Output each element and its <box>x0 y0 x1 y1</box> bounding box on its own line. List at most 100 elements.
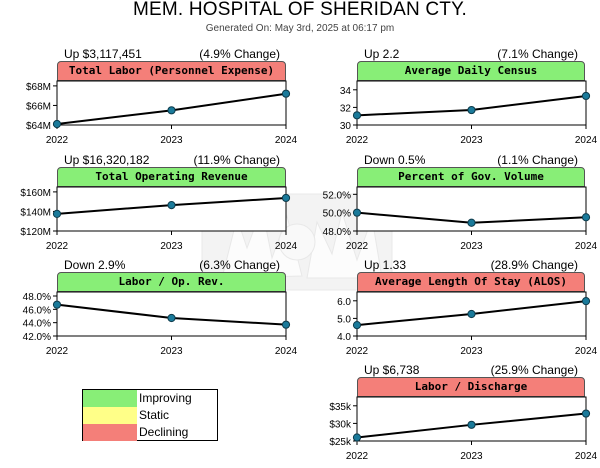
y-tick-label: 34 <box>340 86 352 97</box>
chart-title-banner: Labor / Op. Rev. <box>57 272 286 292</box>
average-daily-census-plot: 30 32 34 2022 2023 2024 <box>340 80 598 146</box>
percent-gov-volume-plot: 48.0% 50.0% 52.0% 2022 2023 2024 <box>323 186 598 252</box>
average-length-of-stay-chart: Up 1.33 (28.9% Change) Average Length Of… <box>300 258 600 363</box>
x-tick-label: 2022 <box>346 346 369 357</box>
y-tick-label: 42.0% <box>23 332 51 343</box>
data-point <box>352 111 362 120</box>
data-point <box>467 105 476 115</box>
y-tick-label: $68M <box>26 82 51 93</box>
chart-summary: Up $16,320,182 <box>64 153 150 167</box>
data-point <box>581 213 591 222</box>
y-tick-label: 48.0% <box>323 227 351 238</box>
total-operating-revenue-chart: Up $16,320,182 (11.9% Change) Total Oper… <box>0 153 300 258</box>
chart-title-banner: Average Length Of Stay (ALOS) <box>357 272 585 292</box>
chart-change: (6.3% Change) <box>199 258 280 272</box>
labor-discharge-plot: $25k $30k $35k 2022 2023 2024 <box>329 396 598 462</box>
x-tick-label: 2024 <box>275 135 298 146</box>
y-tick-label: 44.0% <box>23 319 51 330</box>
percent-gov-volume-chart: Down 0.5% (1.1% Change) Percent of Gov. … <box>300 153 600 258</box>
y-tick-label: $160M <box>20 188 51 199</box>
y-tick-label: 48.0% <box>23 292 51 303</box>
data-point <box>581 91 591 101</box>
y-tick-label: $140M <box>20 207 51 218</box>
data-point <box>52 300 62 309</box>
data-point <box>52 119 62 129</box>
chart-summary: Down 0.5% <box>364 153 426 167</box>
y-tick-label: 46.0% <box>23 305 51 316</box>
legend-swatch <box>83 390 137 407</box>
data-point <box>167 313 176 323</box>
x-tick-label: 2024 <box>275 346 298 357</box>
x-tick-label: 2022 <box>346 135 369 146</box>
legend-item-improving: Improving <box>83 390 217 407</box>
data-point <box>467 218 476 227</box>
status-legend: Improving Static Declining <box>82 389 218 441</box>
chart-change: (4.9% Change) <box>199 47 280 61</box>
x-tick-label: 2022 <box>346 241 369 252</box>
x-tick-label: 2023 <box>460 135 483 146</box>
data-point <box>467 420 476 429</box>
x-tick-label: 2023 <box>160 241 183 252</box>
legend-item-declining: Declining <box>83 424 217 441</box>
chart-title-banner: Total Labor (Personnel Expense) <box>57 61 286 81</box>
data-point <box>52 209 62 218</box>
data-point <box>581 297 591 306</box>
x-tick-label: 2024 <box>575 451 598 462</box>
legend-item-static: Static <box>83 407 217 424</box>
chart-summary: Down 2.9% <box>64 258 126 272</box>
y-tick-label: 5.0 <box>337 314 351 325</box>
legend-label: Static <box>139 408 170 422</box>
x-tick-label: 2024 <box>575 241 598 252</box>
chart-change: (25.9% Change) <box>490 363 578 377</box>
page-title: MEM. HOSPITAL OF SHERIDAN CTY. <box>133 0 467 20</box>
y-tick-label: 4.0 <box>337 332 351 343</box>
labor-op-rev-plot: 42.0% 44.0% 46.0% 48.0% 2022 2023 2024 <box>23 291 298 357</box>
x-tick-label: 2023 <box>460 346 483 357</box>
data-point <box>467 309 476 319</box>
data-point <box>167 200 176 210</box>
average-length-of-stay-plot: 4.0 5.0 6.0 2022 2023 2024 <box>337 291 598 357</box>
generated-timestamp: Generated On: May 3rd, 2025 at 06:17 pm <box>205 23 395 34</box>
labor-op-rev-chart: Down 2.9% (6.3% Change) Labor / Op. Rev.… <box>0 258 300 363</box>
x-tick-label: 2022 <box>46 135 69 146</box>
data-point <box>352 320 362 330</box>
x-tick-label: 2023 <box>160 346 183 357</box>
data-point <box>352 433 362 442</box>
y-tick-label: 6.0 <box>337 297 351 308</box>
data-point <box>581 409 591 418</box>
y-tick-label: 52.0% <box>323 190 351 201</box>
chart-summary: Up $3,117,451 <box>64 47 142 61</box>
x-tick-label: 2024 <box>575 135 598 146</box>
chart-title-banner: Average Daily Census <box>357 61 585 81</box>
x-tick-label: 2023 <box>460 451 483 462</box>
x-tick-label: 2022 <box>346 451 369 462</box>
y-tick-label: $64M <box>26 121 51 132</box>
legend-label: Improving <box>139 391 192 405</box>
chart-title-banner: Percent of Gov. Volume <box>357 167 585 187</box>
total-operating-revenue-plot: $120M $140M $160M 2022 2023 2024 <box>20 186 298 252</box>
data-point <box>167 106 176 115</box>
chart-title-banner: Labor / Discharge <box>357 377 585 397</box>
legend-label: Declining <box>139 425 189 439</box>
y-tick-label: $25k <box>329 437 352 448</box>
y-tick-label: $120M <box>20 227 51 238</box>
legend-swatch <box>83 424 137 441</box>
total-labor-plot: $64M $66M $68M 2022 2023 2024 <box>26 80 298 146</box>
total-labor-chart: Up $3,117,451 (4.9% Change) Total Labor … <box>0 47 300 152</box>
y-tick-label: $30k <box>329 419 352 430</box>
labor-discharge-chart: Up $6,738 (25.9% Change) Labor / Dischar… <box>300 363 600 468</box>
chart-change: (28.9% Change) <box>490 258 578 272</box>
chart-change: (11.9% Change) <box>193 153 281 167</box>
x-tick-label: 2024 <box>575 346 598 357</box>
plot-frame <box>56 80 287 126</box>
chart-summary: Up 2.2 <box>364 47 400 61</box>
chart-change: (7.1% Change) <box>497 47 578 61</box>
y-tick-label: 30 <box>340 121 352 132</box>
data-point <box>281 320 291 329</box>
x-tick-label: 2023 <box>460 241 483 252</box>
y-tick-label: 50.0% <box>323 209 351 220</box>
data-point <box>352 208 362 217</box>
average-daily-census-chart: Up 2.2 (7.1% Change) Average Daily Censu… <box>300 47 600 152</box>
x-tick-label: 2022 <box>46 241 69 252</box>
legend-swatch <box>83 407 137 424</box>
